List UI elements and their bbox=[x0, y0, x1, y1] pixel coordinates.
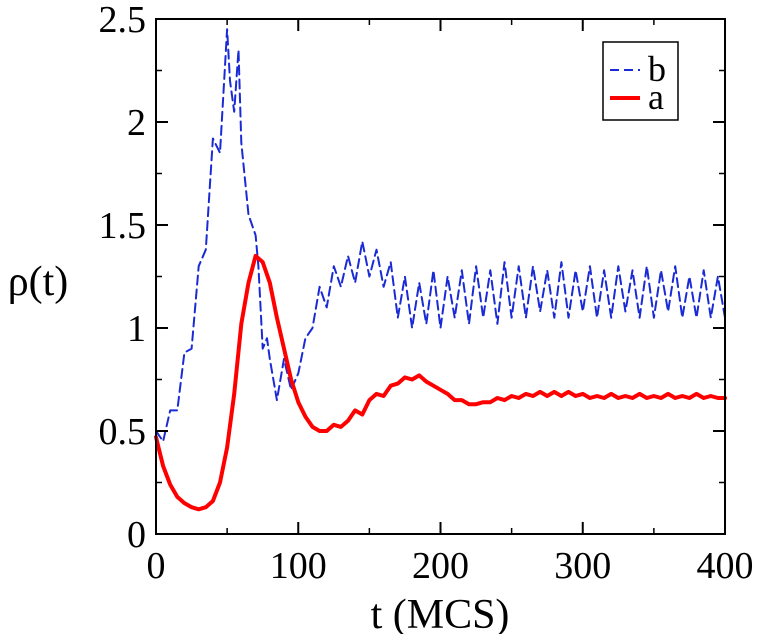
y-tick-label: 0 bbox=[127, 514, 146, 556]
x-tick-label: 400 bbox=[697, 545, 754, 587]
legend-box bbox=[602, 41, 679, 121]
legend-label-b: b bbox=[648, 49, 666, 89]
x-tick-label: 0 bbox=[147, 545, 166, 587]
y-tick-label: 1 bbox=[127, 308, 146, 350]
x-tick-label: 300 bbox=[554, 545, 611, 587]
axis-ticks: 0 100 200 300 400 0 0.5 1 1.5 2 2.5 bbox=[99, 0, 754, 587]
plot-content bbox=[154, 28, 727, 512]
x-axis-title: t (MCS) bbox=[371, 592, 510, 634]
y-axis-title: ρ(t) bbox=[8, 259, 69, 305]
y-tick-label: 0.5 bbox=[99, 411, 147, 453]
y-tick-label: 2 bbox=[127, 102, 146, 144]
legend-label-a: a bbox=[648, 77, 664, 117]
legend: ba bbox=[602, 41, 679, 121]
x-tick-label: 100 bbox=[270, 545, 327, 587]
y-tick-label: 1.5 bbox=[99, 205, 147, 247]
series-line-a bbox=[154, 253, 727, 512]
series-line-b bbox=[155, 28, 726, 443]
y-tick-label: 2.5 bbox=[99, 0, 147, 41]
x-tick-label: 200 bbox=[412, 545, 469, 587]
